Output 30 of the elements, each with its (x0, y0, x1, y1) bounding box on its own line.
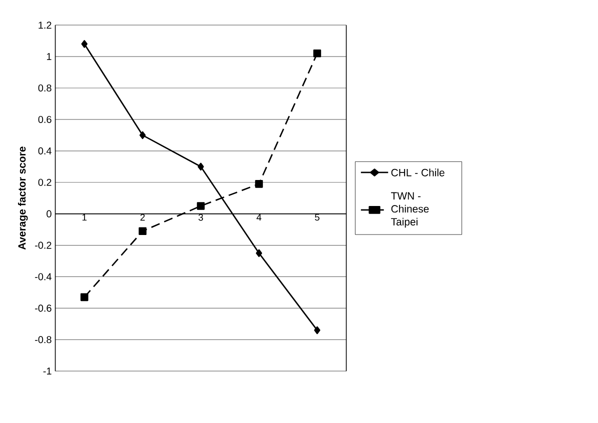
point (198, 162, 204, 171)
y-tick-label: 0.4 (38, 147, 52, 154)
x-tick-label: 5 (314, 214, 320, 221)
y-tick-label: -0.2 (35, 242, 52, 249)
y-tick-label: 1.2 (38, 22, 52, 29)
x-tick-label: 3 (198, 214, 204, 221)
legend-label: CHL - Chile (391, 168, 444, 176)
y-tick-label: 0.6 (38, 116, 52, 123)
x-tick-label: 1 (82, 214, 87, 221)
point (81, 40, 88, 48)
point (313, 50, 322, 58)
point (255, 180, 263, 188)
y-tick-label: 1 (47, 53, 52, 60)
x-tick-label: 4 (256, 214, 262, 221)
point (138, 227, 146, 236)
legend-label: TWN - Chinese Taipei (391, 192, 429, 228)
y-tick-label: 0 (46, 210, 52, 218)
y-axis-title: Average factor score (18, 146, 28, 250)
y-tick-label: 0.8 (38, 84, 52, 92)
y-tick-label: -1 (43, 368, 52, 375)
point (196, 202, 205, 210)
y-tick-label: 0.2 (38, 178, 52, 186)
y-tick-label: -0.6 (35, 304, 52, 312)
point (80, 293, 88, 302)
y-tick-label: -0.4 (35, 273, 52, 280)
y-tick-label: -0.8 (35, 336, 52, 344)
point (314, 326, 320, 334)
point (139, 131, 146, 140)
point (256, 249, 262, 258)
x-tick-label: 2 (140, 214, 145, 221)
